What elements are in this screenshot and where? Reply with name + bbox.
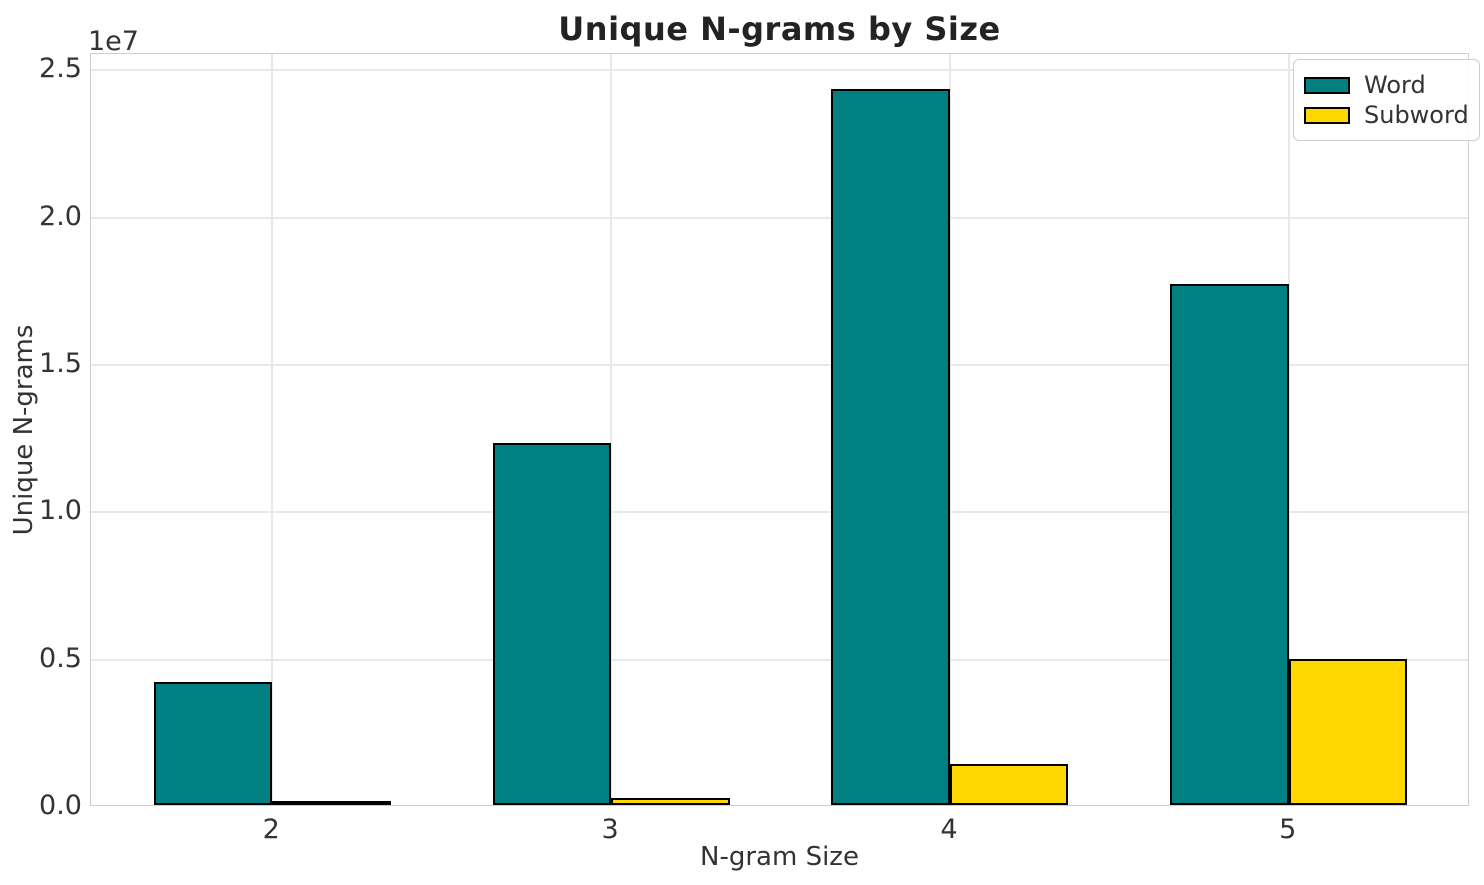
x-tick-label: 4 (940, 814, 958, 845)
y-tick-label: 0.0 (39, 790, 82, 821)
x-tick-label: 5 (1279, 814, 1297, 845)
legend-swatch-icon (1304, 76, 1350, 94)
legend: Word Subword (1293, 59, 1480, 141)
x-axis-label: N-gram Size (700, 842, 859, 872)
x-tick-label: 3 (601, 814, 619, 845)
x-tick-label: 2 (262, 814, 280, 845)
y-tick-label: 2.0 (39, 200, 82, 232)
x-gridline (610, 54, 613, 805)
y-tick-label: 1.5 (39, 347, 82, 379)
bar-word-3 (492, 442, 612, 805)
x-gridline (948, 54, 951, 805)
legend-label: Word (1364, 71, 1426, 99)
legend-item-subword: Subword (1304, 100, 1469, 130)
bar-word-4 (831, 88, 950, 805)
y-gridline (91, 511, 1468, 514)
x-gridline (1287, 54, 1290, 805)
bar-subword-2 (272, 801, 391, 805)
y-gridline (91, 658, 1468, 661)
plot-area: Word Subword (90, 53, 1480, 806)
bar-word-5 (1170, 284, 1289, 805)
bar-subword-3 (611, 797, 730, 805)
bar-word-2 (153, 681, 273, 805)
bar-subword-4 (949, 763, 1069, 805)
chart-title: Unique N-grams by Size (558, 10, 1001, 48)
y-axis-offset-label: 1e7 (88, 26, 139, 57)
bar-subword-5 (1288, 659, 1408, 805)
y-tick-label: 0.5 (39, 642, 82, 674)
y-tick-label: 2.5 (39, 53, 82, 85)
y-gridline (91, 363, 1468, 366)
y-gridline (91, 69, 1468, 72)
y-gridline (91, 216, 1468, 219)
y-tick-label: 1.0 (39, 495, 82, 527)
legend-label: Subword (1364, 101, 1469, 129)
x-gridline (271, 54, 274, 805)
legend-item-word: Word (1304, 70, 1467, 100)
legend-swatch-icon (1304, 106, 1350, 124)
